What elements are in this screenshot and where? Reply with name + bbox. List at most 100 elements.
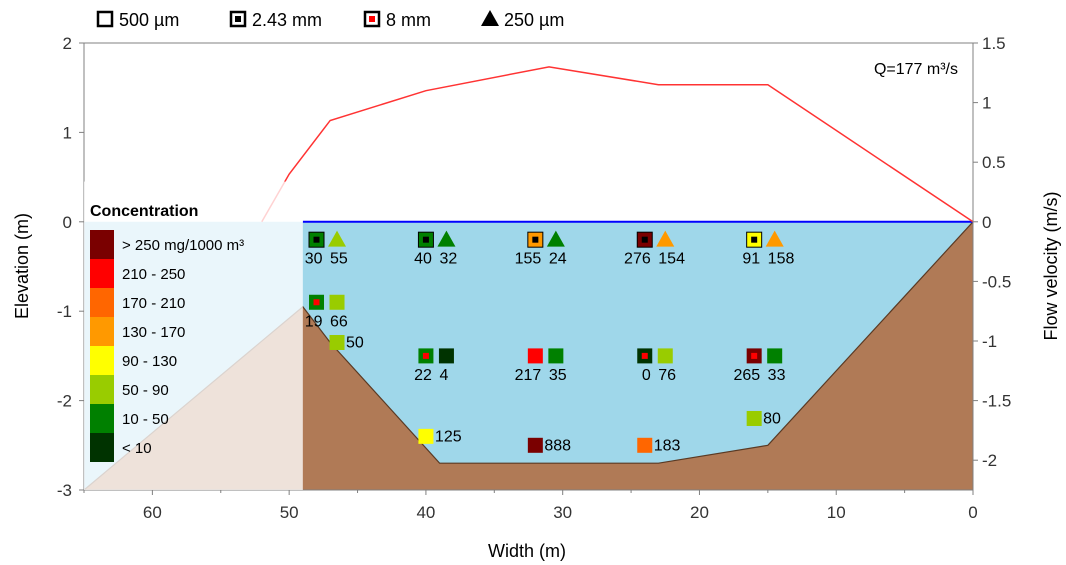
y-tick-label: -3: [57, 481, 72, 500]
annotation-discharge: Q=177 m³/s: [874, 61, 958, 78]
riverbed-area: [84, 221, 973, 491]
sample-value-label: 22: [414, 367, 432, 384]
sample-value-label: 50: [346, 334, 364, 351]
concentration-label: 90 - 130: [122, 353, 177, 370]
sample-value-label: 4: [439, 367, 448, 384]
concentration-swatch: [90, 433, 114, 462]
sample-marker-square: [746, 410, 762, 426]
y2-tick-label: -2: [982, 451, 997, 470]
sample-value-label: 76: [658, 367, 676, 384]
sample-marker-square: [527, 437, 543, 453]
y-tick-label: -1: [57, 302, 72, 321]
legend-label: 250 µm: [504, 10, 564, 30]
y2-tick-label: 0: [982, 213, 991, 232]
sample-marker-square-outline: [636, 231, 653, 248]
sample-points: 30 55 40 32 155 24 276 154 91 158 19 66 50 22 4 217 35 0 7…: [305, 230, 794, 454]
y-tick-label: 1: [63, 123, 72, 142]
sample-marker-square: [527, 348, 543, 364]
sample-value-label: 183: [654, 437, 681, 454]
sample-value-label: 0: [642, 367, 651, 384]
sample-value-label: 33: [768, 367, 786, 384]
concentration-label: 10 - 50: [122, 411, 169, 428]
sample-value-label: 19: [305, 313, 323, 330]
legend-marker-dot: [235, 16, 241, 22]
sample-value-label: 217: [515, 367, 542, 384]
legend-label: 500 µm: [119, 10, 179, 30]
concentration-swatch: [90, 375, 114, 404]
sample-value-label: 30: [305, 251, 323, 268]
legend-label: 8 mm: [386, 10, 431, 30]
sample-marker-dot: [751, 352, 758, 359]
sample-marker-square: [418, 428, 434, 444]
sample-marker-dot: [422, 352, 429, 359]
x-tick-label: 50: [280, 503, 299, 522]
concentration-legend-title: Concentration: [90, 203, 198, 220]
sample-marker-triangle: [328, 230, 347, 247]
legend-label: 2.43 mm: [252, 10, 322, 30]
sample-marker-dot: [313, 299, 320, 306]
concentration-label: 50 - 90: [122, 382, 169, 399]
concentration-legend-panel: [84, 181, 303, 490]
sample-value-label: 154: [658, 251, 685, 268]
sample-value-label: 55: [330, 251, 348, 268]
y2-tick-label: -1: [982, 332, 997, 351]
sample-marker-square: [329, 334, 345, 350]
riverbed-line: [83, 221, 974, 491]
legend-marker-square: [96, 10, 114, 28]
x-axis-title: Width (m): [488, 541, 566, 561]
concentration-swatch: [90, 404, 114, 433]
sample-value-label: 66: [330, 313, 348, 330]
y2-tick-label: -0.5: [982, 272, 1011, 291]
legend-marker-triangle: [481, 10, 499, 26]
y2-tick-label: 1: [982, 94, 991, 113]
y2-tick-label: 0.5: [982, 153, 1006, 172]
concentration-swatch: [90, 230, 114, 259]
concentration-swatch: [90, 259, 114, 288]
sample-marker-triangle: [437, 230, 456, 247]
marker-legend: 500 µm 2.43 mm 8 mm 250 µm: [96, 10, 564, 30]
sample-value-label: 32: [439, 251, 457, 268]
sample-value-label: 125: [435, 428, 462, 445]
sample-value-label: 155: [515, 251, 542, 268]
legend-marker-dot: [369, 16, 375, 22]
sample-marker-square-outline: [417, 231, 434, 248]
concentration-swatch: [90, 317, 114, 346]
sample-marker-square: [767, 348, 783, 364]
sample-marker-square-outline: [308, 231, 325, 248]
sample-marker-square-outline: [527, 231, 544, 248]
sample-marker-dot: [641, 236, 648, 243]
sample-marker-square: [329, 294, 345, 310]
sample-marker-square: [438, 348, 454, 364]
x-tick-label: 20: [690, 503, 709, 522]
concentration-swatch: [90, 346, 114, 375]
y2-tick-label: 1.5: [982, 34, 1006, 53]
x-tick-label: 0: [968, 503, 977, 522]
sample-marker-dot: [313, 236, 320, 243]
sample-marker-triangle: [765, 230, 784, 247]
sample-marker-square-outline: [746, 231, 763, 248]
sample-marker-dot: [422, 236, 429, 243]
sample-marker-dot: [641, 352, 648, 359]
concentration-label: 170 - 210: [122, 295, 185, 312]
concentration-legend: Concentration > 250 mg/1000 m³ 210 - 250 17…: [84, 181, 303, 490]
y2-tick-label: -1.5: [982, 392, 1011, 411]
sample-marker-square: [657, 348, 673, 364]
x-tick-label: 60: [143, 503, 162, 522]
sample-value-label: 35: [549, 367, 567, 384]
x-tick-label: 10: [827, 503, 846, 522]
x-tick-label: 40: [416, 503, 435, 522]
sample-value-label: 40: [414, 251, 432, 268]
sample-value-label: 888: [544, 437, 571, 454]
sample-marker-square: [637, 437, 653, 453]
sample-value-label: 91: [742, 251, 760, 268]
x-tick-label: 30: [553, 503, 572, 522]
sample-marker-dot: [532, 236, 539, 243]
concentration-swatch: [90, 288, 114, 317]
sample-marker-triangle: [656, 230, 675, 247]
y-tick-label: 2: [63, 34, 72, 53]
y-tick-label: -2: [57, 392, 72, 411]
sample-value-label: 265: [733, 367, 760, 384]
concentration-label: 210 - 250: [122, 266, 185, 283]
velocity-line: [261, 66, 974, 223]
